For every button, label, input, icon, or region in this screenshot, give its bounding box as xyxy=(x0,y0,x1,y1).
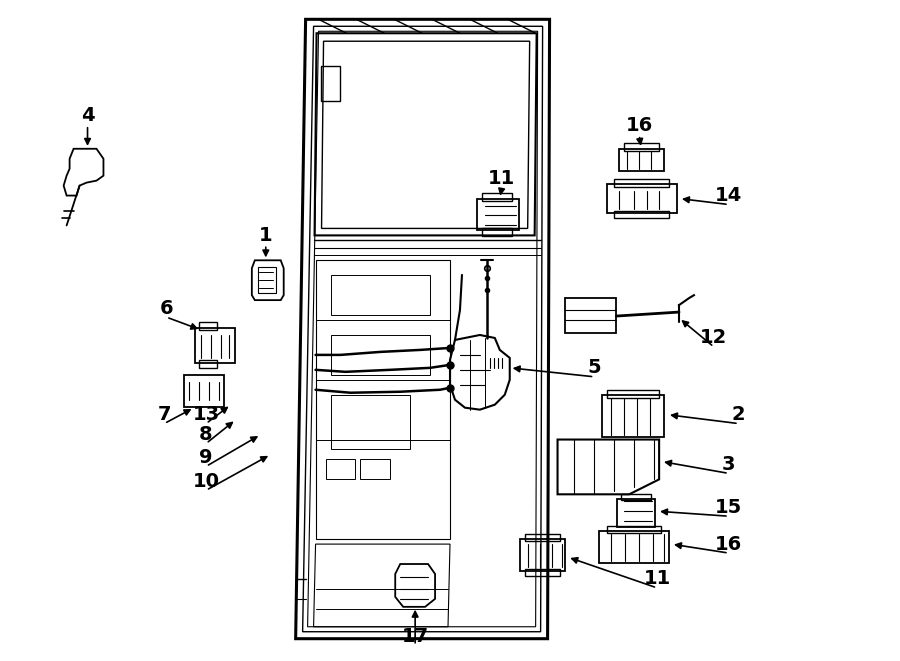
Bar xyxy=(608,526,662,533)
Bar xyxy=(199,360,217,368)
Bar xyxy=(477,198,518,231)
Text: 10: 10 xyxy=(193,472,220,491)
Bar xyxy=(599,531,669,563)
Text: 4: 4 xyxy=(81,106,94,126)
Bar xyxy=(330,275,430,315)
Bar xyxy=(519,539,564,571)
Bar xyxy=(326,459,356,479)
Text: 16: 16 xyxy=(716,535,742,554)
Text: 1: 1 xyxy=(259,226,273,245)
Bar xyxy=(564,298,616,333)
Text: 8: 8 xyxy=(199,425,212,444)
Bar xyxy=(199,322,217,330)
Text: 15: 15 xyxy=(716,498,742,517)
Bar xyxy=(525,569,560,576)
Bar xyxy=(617,499,655,527)
Bar xyxy=(625,143,659,151)
Bar xyxy=(602,395,664,436)
Bar xyxy=(360,459,391,479)
Bar xyxy=(615,210,669,219)
Bar xyxy=(525,534,560,541)
Text: 6: 6 xyxy=(159,299,173,317)
Bar xyxy=(330,335,430,375)
Text: 12: 12 xyxy=(700,329,727,348)
Bar xyxy=(330,395,410,449)
Text: 2: 2 xyxy=(732,405,745,424)
Bar xyxy=(619,149,664,171)
Text: 16: 16 xyxy=(626,116,652,136)
Text: 7: 7 xyxy=(158,405,171,424)
Bar xyxy=(621,494,652,500)
Text: 13: 13 xyxy=(193,405,220,424)
Bar xyxy=(320,66,340,101)
Text: 5: 5 xyxy=(588,358,601,377)
Text: 14: 14 xyxy=(716,186,742,205)
Text: 17: 17 xyxy=(401,627,428,646)
Text: 9: 9 xyxy=(199,448,212,467)
Bar xyxy=(482,229,512,237)
Text: 11: 11 xyxy=(644,570,670,588)
Bar xyxy=(195,328,235,363)
Bar xyxy=(257,267,275,293)
Bar xyxy=(608,390,659,398)
Bar xyxy=(615,178,669,186)
Bar xyxy=(482,192,512,200)
Bar xyxy=(184,375,224,407)
Bar xyxy=(608,184,677,214)
Text: 11: 11 xyxy=(488,169,516,188)
Text: 3: 3 xyxy=(722,455,735,474)
